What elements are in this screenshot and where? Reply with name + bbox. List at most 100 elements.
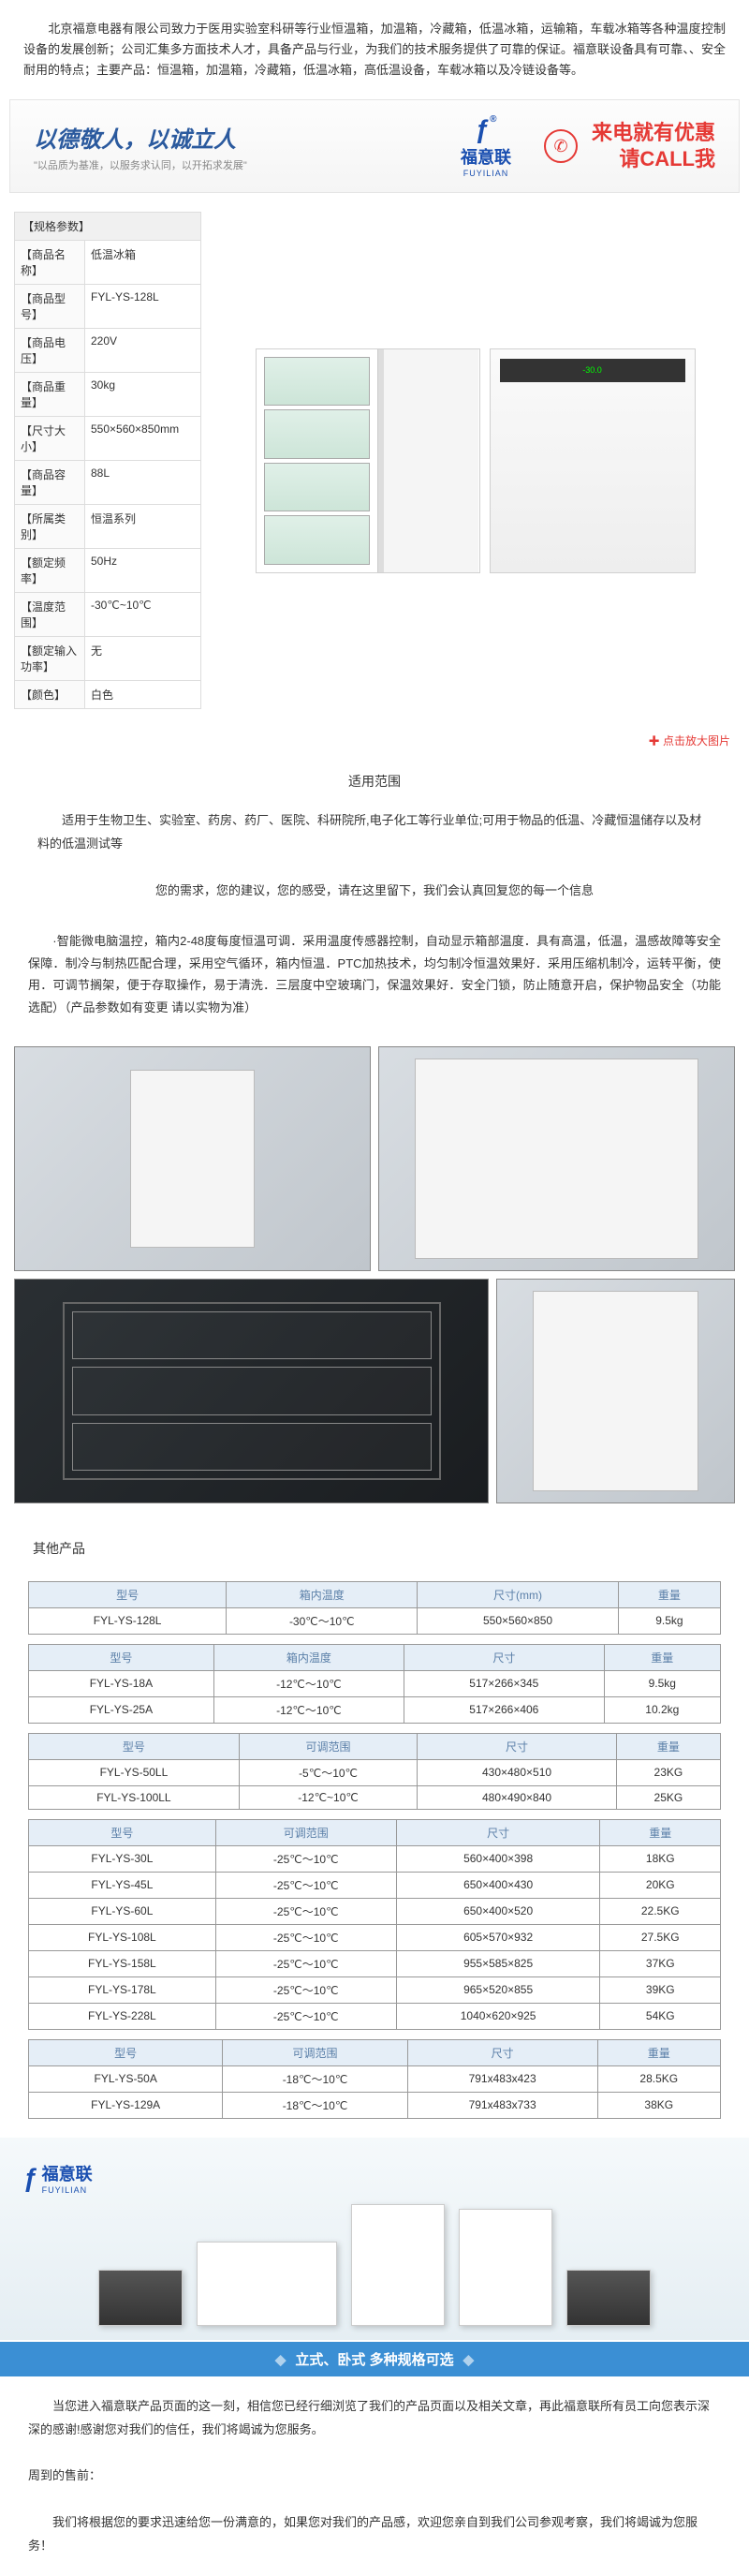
spec-label: 【商品名称】 [15, 241, 85, 284]
table-cell: 9.5kg [604, 1670, 720, 1696]
spec-value: 白色 [85, 681, 200, 708]
feedback-text: 您的需求，您的建议，您的感受，请在这里留下，我们会认真回复您的每一个信息 [0, 866, 749, 917]
table-cell: FYL-YS-129A [29, 2092, 223, 2118]
table-header: 尺寸(mm) [418, 1581, 619, 1607]
table-cell: FYL-YS-100LL [29, 1785, 240, 1809]
spec-row: 【温度范围】-30℃~10℃ [14, 593, 201, 637]
spec-row: 【颜色】白色 [14, 681, 201, 709]
table-cell: -25℃～10℃ [215, 1872, 396, 1898]
table-header: 型号 [29, 1581, 227, 1607]
table-cell: -25℃～10℃ [215, 1898, 396, 1924]
style-bar: 立式、卧式 多种规格可选 [0, 2342, 749, 2376]
table-cell: FYL-YS-128L [29, 1607, 227, 1634]
table-header: 型号 [29, 1819, 216, 1845]
fridge-open-image [256, 348, 480, 573]
table-header: 尺寸 [407, 2039, 597, 2065]
table-cell: 650×400×430 [396, 1872, 600, 1898]
spec-section: 【规格参数】 【商品名称】低温冰箱【商品型号】FYL-YS-128L【商品电压】… [0, 193, 749, 728]
product-data-table: 型号可调范围尺寸重量FYL-YS-30L-25℃～10℃560×400×3981… [28, 1819, 721, 2030]
table-header: 可调范围 [215, 1819, 396, 1845]
spec-value: 50Hz [85, 549, 200, 592]
table-cell: 650×400×520 [396, 1898, 600, 1924]
fridge-closed-image: -30.0 [490, 348, 696, 573]
spec-value: 30kg [85, 373, 200, 416]
spec-row: 【尺寸大小】550×560×850mm [14, 417, 201, 461]
intro-paragraph: 北京福意电器有限公司致力于医用实验室科研等行业恒温箱，加温箱，冷藏箱，低温冰箱，… [0, 0, 749, 99]
table-header: 重量 [604, 1644, 720, 1670]
table-cell: -12℃～10℃ [213, 1670, 404, 1696]
spec-header: 【规格参数】 [14, 212, 201, 241]
spec-row: 【商品容量】88L [14, 461, 201, 505]
spec-value: -30℃~10℃ [85, 593, 200, 636]
spec-label: 【商品电压】 [15, 329, 85, 372]
table-header: 重量 [618, 1581, 720, 1607]
scope-text: 适用于生物卫生、实验室、药房、药厂、医院、科研院所,电子化工等行业单位;可用于物… [0, 800, 749, 865]
table-row: FYL-YS-18A-12℃～10℃517×266×3459.5kg [29, 1670, 721, 1696]
spec-value: 88L [85, 461, 200, 504]
table-cell: 18KG [600, 1845, 721, 1872]
scope-title: 适用范围 [0, 772, 749, 791]
table-header: 型号 [29, 2039, 223, 2065]
brand-logo: ƒ® 福意联 FUYILIAN [461, 114, 511, 178]
table-cell: 517×266×345 [404, 1670, 605, 1696]
table-cell: 791x483x423 [407, 2065, 597, 2092]
top-banner: 以德敬人，以诚立人 "以品质为基准，以服务求认同，以开拓求发展" ƒ® 福意联 … [9, 99, 740, 193]
spec-value: 低温冰箱 [85, 241, 200, 284]
spec-label: 【温度范围】 [15, 593, 85, 636]
table-cell: 27.5KG [600, 1924, 721, 1950]
table-cell: -18℃～10℃ [223, 2092, 407, 2118]
slogan-sub: "以品质为基准，以服务求认同，以开拓求发展" [34, 157, 442, 172]
spec-label: 【商品型号】 [15, 285, 85, 328]
table-cell: FYL-YS-50A [29, 2065, 223, 2092]
table-cell: -25℃～10℃ [215, 1924, 396, 1950]
table-cell: -25℃～10℃ [215, 1976, 396, 2003]
table-cell: 560×400×398 [396, 1845, 600, 1872]
spec-value: 550×560×850mm [85, 417, 200, 460]
table-cell: 20KG [600, 1872, 721, 1898]
table-cell: FYL-YS-18A [29, 1670, 214, 1696]
slogan-main: 以德敬人，以诚立人 [34, 121, 442, 154]
spec-label: 【商品容量】 [15, 461, 85, 504]
table-cell: FYL-YS-50LL [29, 1759, 240, 1785]
spec-row: 【额定频率】50Hz [14, 549, 201, 593]
product-data-table: 型号可调范围尺寸重量FYL-YS-50A-18℃～10℃791x483x4232… [28, 2039, 721, 2119]
table-header: 可调范围 [223, 2039, 407, 2065]
table-cell: 965×520×855 [396, 1976, 600, 2003]
table-cell: FYL-YS-108L [29, 1924, 216, 1950]
table-row: FYL-YS-129A-18℃～10℃791x483x73338KG [29, 2092, 721, 2118]
table-cell: FYL-YS-228L [29, 2003, 216, 2029]
description-text: ·智能微电脑温控，箱内2-48度每度恒温可调．采用温度传感器控制，自动显示箱部温… [0, 916, 749, 1032]
slogan-block: 以德敬人，以诚立人 "以品质为基准，以服务求认同，以开拓求发展" [34, 121, 442, 172]
spec-table: 【规格参数】 【商品名称】低温冰箱【商品型号】FYL-YS-128L【商品电压】… [14, 212, 201, 709]
product-data-table: 型号箱内温度尺寸(mm)重量FYL-YS-128L-30℃～10℃550×560… [28, 1581, 721, 1635]
spec-label: 【颜色】 [15, 681, 85, 708]
product-photo-1 [14, 1046, 371, 1271]
table-cell: 955×585×825 [396, 1950, 600, 1976]
spec-value: 无 [85, 637, 200, 680]
table-header: 尺寸 [418, 1733, 616, 1759]
spec-label: 【额定频率】 [15, 549, 85, 592]
table-row: FYL-YS-50LL-5℃～10℃430×480×51023KG [29, 1759, 721, 1785]
table-cell: 54KG [600, 2003, 721, 2029]
table-cell: FYL-YS-45L [29, 1872, 216, 1898]
table-cell: 550×560×850 [418, 1607, 619, 1634]
bottom-banner: ƒ 福意联 FUYILIAN [0, 2138, 749, 2340]
table-cell: 517×266×406 [404, 1696, 605, 1723]
table-header: 重量 [616, 1733, 720, 1759]
photo-grid [0, 1032, 749, 1525]
table-cell: 480×490×840 [418, 1785, 616, 1809]
product-data-table: 型号可调范围尺寸重量FYL-YS-50LL-5℃～10℃430×480×5102… [28, 1733, 721, 1810]
spec-value: FYL-YS-128L [85, 285, 200, 328]
table-row: FYL-YS-50A-18℃～10℃791x483x42328.5KG [29, 2065, 721, 2092]
table-row: FYL-YS-128L-30℃～10℃550×560×8509.5kg [29, 1607, 721, 1634]
footer-p1: 当您进入福意联产品页面的这一刻，相信您已经行细浏览了我们的产品页面以及相关文章，… [0, 2376, 749, 2460]
tables-container: 型号箱内温度尺寸(mm)重量FYL-YS-128L-30℃～10℃550×560… [0, 1581, 749, 2119]
table-header: 尺寸 [404, 1644, 605, 1670]
table-cell: FYL-YS-60L [29, 1898, 216, 1924]
table-row: FYL-YS-30L-25℃～10℃560×400×39818KG [29, 1845, 721, 1872]
table-cell: FYL-YS-178L [29, 1976, 216, 2003]
table-cell: 430×480×510 [418, 1759, 616, 1785]
zoom-hint[interactable]: ✚ 点击放大图片 [0, 728, 749, 753]
table-row: FYL-YS-228L-25℃～10℃1040×620×92554KG [29, 2003, 721, 2029]
spec-row: 【额定输入功率】无 [14, 637, 201, 681]
